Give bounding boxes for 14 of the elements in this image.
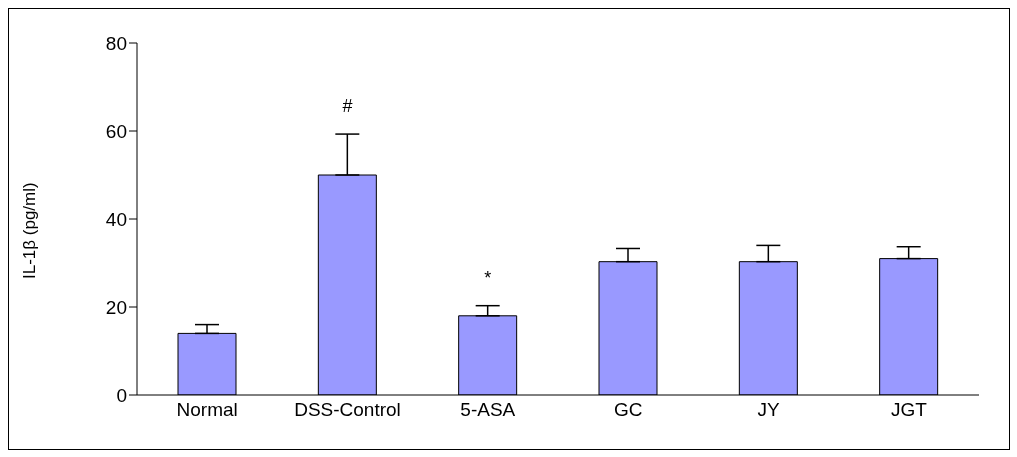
x-tick-label: Normal [176,399,238,421]
x-tick-label: GC [613,399,643,421]
x-tick-label: JGT [890,399,928,421]
y-tick-label: 80 [105,32,127,54]
x-tick-label: JY [757,399,780,421]
y-tick-label: 20 [105,296,127,318]
y-axis-title: IL-1β (pg/ml) [20,182,40,279]
annotation: * [484,267,492,288]
y-tick-label: 40 [105,208,127,230]
y-tick-label: 60 [105,120,127,142]
y-tick-label: 0 [116,384,127,406]
annotation: # [342,96,353,117]
x-tick-label: DSS-Control [294,399,401,421]
x-tick-label: 5-ASA [460,399,516,421]
